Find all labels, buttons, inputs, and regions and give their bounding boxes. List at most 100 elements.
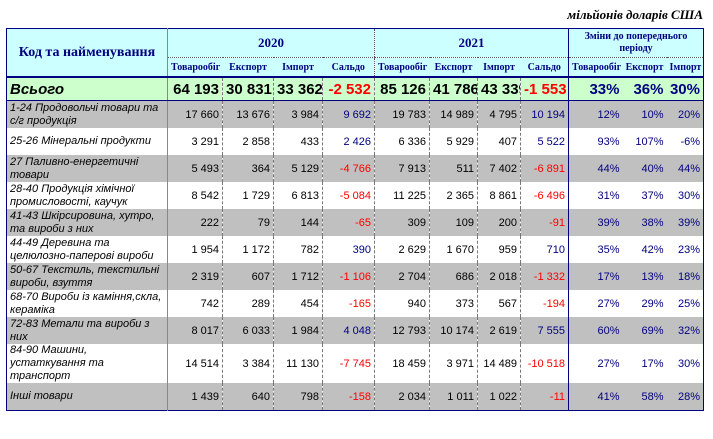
cell-експорт-1: 3 384 xyxy=(222,344,274,383)
row-name: 44-49 Деревина та целюлозно-паперові вир… xyxy=(6,236,168,263)
cell-товарообіг-8: 93% xyxy=(568,128,623,155)
cell-сальдо-3: -158 xyxy=(322,383,375,411)
cell-товарообіг-0: 2 319 xyxy=(167,263,223,290)
cell-сальдо-7: 710 xyxy=(520,236,569,263)
cell-імпорт-10: 25% xyxy=(666,290,704,317)
cell-експорт-1: 6 033 xyxy=(222,317,274,344)
cell-експорт-5: 2 365 xyxy=(429,182,478,209)
cell-товарообіг-0: 17 660 xyxy=(167,100,223,128)
cell-імпорт-10: 18% xyxy=(666,263,704,290)
cell-товарообіг-4: 12 793 xyxy=(374,317,430,344)
cell-експорт-5: 1 011 xyxy=(429,383,478,411)
cell-сальдо-7: -91 xyxy=(520,209,569,236)
cell-експорт-1: 13 676 xyxy=(222,100,274,128)
cell-імпорт-10: 39% xyxy=(666,209,704,236)
cell-імпорт-2: 11 130 xyxy=(273,344,323,383)
cell-товарообіг-0: 3 291 xyxy=(167,128,223,155)
cell-імпорт-2: 33 362 xyxy=(273,76,323,101)
cell-товарообіг-8: 27% xyxy=(568,290,623,317)
cell-експорт-1: 30 831 xyxy=(222,76,274,101)
cell-сальдо-7: 7 555 xyxy=(520,317,569,344)
cell-сальдо-3: -65 xyxy=(322,209,375,236)
subheader-7: Сальдо xyxy=(520,57,569,77)
table-row: 25-26 Мінеральні продукти 3 291 2 858 433 2 … xyxy=(6,128,704,155)
cell-експорт-9: 13% xyxy=(622,263,667,290)
cell-імпорт-2: 6 813 xyxy=(273,182,323,209)
cell-сальдо-3: -165 xyxy=(322,290,375,317)
cell-товарообіг-4: 2 704 xyxy=(374,263,430,290)
cell-експорт-5: 3 971 xyxy=(429,344,478,383)
cell-імпорт-6: 7 402 xyxy=(477,155,521,182)
table-row: 50-67 Текстиль, текстильні вироби, взутт… xyxy=(6,263,704,290)
cell-сальдо-3: -5 084 xyxy=(322,182,375,209)
cell-експорт-1: 79 xyxy=(222,209,274,236)
cell-товарообіг-4: 2 034 xyxy=(374,383,430,411)
table-row: 84-90 Машини, устаткування та транспорт 1… xyxy=(6,344,704,383)
header-code: Код та найменування xyxy=(6,28,168,77)
cell-експорт-5: 14 989 xyxy=(429,100,478,128)
row-name: 50-67 Текстиль, текстильні вироби, взутт… xyxy=(6,263,168,290)
total-label: Всього xyxy=(6,76,168,101)
cell-сальдо-7: -194 xyxy=(520,290,569,317)
table-row: 44-49 Деревина та целюлозно-паперові вир… xyxy=(6,236,704,263)
cell-імпорт-2: 1 712 xyxy=(273,263,323,290)
cell-експорт-1: 2 858 xyxy=(222,128,274,155)
cell-товарообіг-0: 64 193 xyxy=(167,76,223,101)
cell-товарообіг-8: 27% xyxy=(568,344,623,383)
cell-сальдо-7: -1 332 xyxy=(520,263,569,290)
cell-товарообіг-4: 7 913 xyxy=(374,155,430,182)
cell-експорт-1: 1 729 xyxy=(222,182,274,209)
cell-імпорт-6: 2 619 xyxy=(477,317,521,344)
subheader-0: Товарообіг xyxy=(167,57,223,77)
cell-експорт-1: 1 172 xyxy=(222,236,274,263)
cell-товарообіг-0: 222 xyxy=(167,209,223,236)
cell-сальдо-3: 2 426 xyxy=(322,128,375,155)
cell-експорт-5: 373 xyxy=(429,290,478,317)
cell-імпорт-6: 8 861 xyxy=(477,182,521,209)
cell-сальдо-7: -11 xyxy=(520,383,569,411)
cell-товарообіг-8: 33% xyxy=(568,76,623,101)
table-row: 27 Паливно-енергетичні товари 5 493 364 5 1… xyxy=(6,155,704,182)
header-year-2020: 2020 xyxy=(167,28,375,58)
cell-товарообіг-0: 1 439 xyxy=(167,383,223,411)
cell-експорт-1: 364 xyxy=(222,155,274,182)
cell-експорт-9: 38% xyxy=(622,209,667,236)
cell-імпорт-2: 3 984 xyxy=(273,100,323,128)
unit-label: мільйонів доларів США xyxy=(567,7,703,22)
cell-імпорт-10: 28% xyxy=(666,383,704,411)
table-row: 28-40 Продукція хімічної промисловості, … xyxy=(6,182,704,209)
cell-імпорт-6: 407 xyxy=(477,128,521,155)
cell-товарообіг-4: 6 336 xyxy=(374,128,430,155)
cell-експорт-9: 37% xyxy=(622,182,667,209)
table-row: 41-43 Шкірсировина, хутро, та вироби з н… xyxy=(6,209,704,236)
cell-експорт-9: 58% xyxy=(622,383,667,411)
cell-товарообіг-4: 11 225 xyxy=(374,182,430,209)
cell-імпорт-6: 1 022 xyxy=(477,383,521,411)
cell-товарообіг-8: 44% xyxy=(568,155,623,182)
cell-імпорт-6: 43 339 xyxy=(477,76,521,101)
table-row: 72-83 Метали та вироби з них 8 017 6 033 1 … xyxy=(6,317,704,344)
cell-експорт-5: 109 xyxy=(429,209,478,236)
row-name: 25-26 Мінеральні продукти xyxy=(6,128,168,155)
cell-імпорт-10: 30% xyxy=(666,76,704,101)
cell-сальдо-7: -1 553 xyxy=(520,76,569,101)
cell-експорт-1: 607 xyxy=(222,263,274,290)
cell-експорт-1: 640 xyxy=(222,383,274,411)
cell-товарообіг-4: 2 629 xyxy=(374,236,430,263)
cell-експорт-9: 10% xyxy=(622,100,667,128)
cell-експорт-9: 36% xyxy=(622,76,667,101)
cell-експорт-5: 41 786 xyxy=(429,76,478,101)
cell-імпорт-6: 14 489 xyxy=(477,344,521,383)
cell-товарообіг-0: 8 542 xyxy=(167,182,223,209)
cell-експорт-5: 5 929 xyxy=(429,128,478,155)
cell-товарообіг-0: 1 954 xyxy=(167,236,223,263)
cell-товарообіг-0: 8 017 xyxy=(167,317,223,344)
cell-імпорт-6: 959 xyxy=(477,236,521,263)
cell-сальдо-7: -10 518 xyxy=(520,344,569,383)
cell-сальдо-3: 9 692 xyxy=(322,100,375,128)
subheader-4: Товарообіг xyxy=(374,57,430,77)
cell-експорт-1: 289 xyxy=(222,290,274,317)
cell-сальдо-3: -1 106 xyxy=(322,263,375,290)
row-name: 41-43 Шкірсировина, хутро, та вироби з н… xyxy=(6,209,168,236)
subheader-2: Імпорт xyxy=(273,57,323,77)
